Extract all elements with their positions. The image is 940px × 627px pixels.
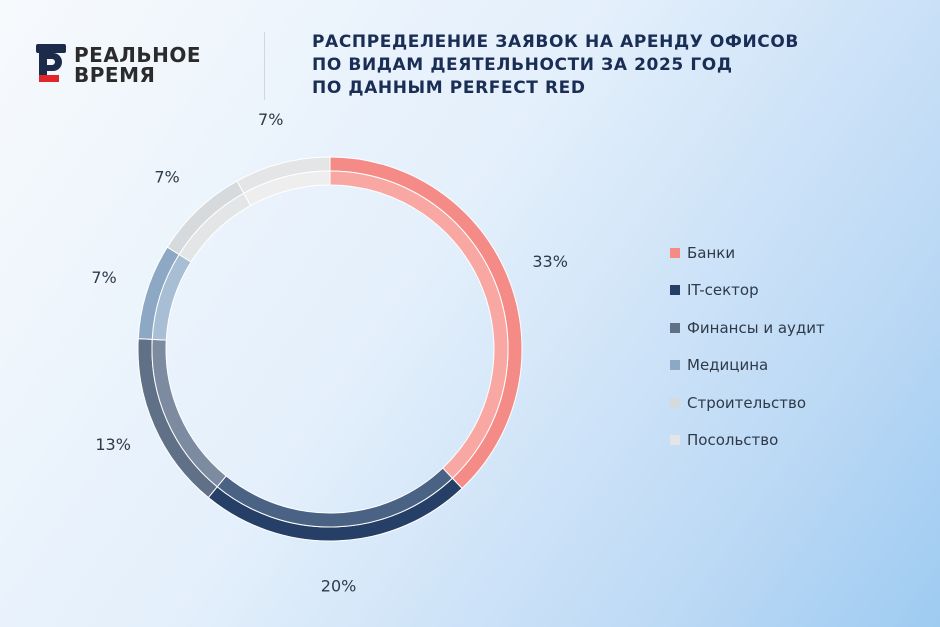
legend-label: IT-сектор — [687, 281, 759, 300]
chart-legend: Банки IT-сектор Финансы и аудит Медицина Стр… — [670, 243, 825, 469]
legend-swatch — [670, 247, 680, 258]
logo-r-icon — [36, 44, 66, 82]
header-divider — [264, 32, 265, 100]
legend-label: Строительство — [687, 393, 807, 412]
legend-swatch — [670, 285, 680, 296]
donut-slice-5 — [166, 180, 252, 263]
legend-item-6: Посольство — [670, 431, 825, 450]
title-line-3: ПО ДАННЫМ PERFECT RED — [312, 78, 586, 98]
brand-name: РЕАЛЬНОЕ ВРЕМЯ — [74, 45, 201, 85]
donut-slice-6 — [236, 156, 331, 207]
legend-swatch — [670, 435, 680, 446]
donut-slice-inner-band — [243, 170, 331, 207]
legend-swatch — [670, 397, 680, 408]
legend-item-5: Строительство — [670, 393, 825, 412]
legend-item-3: Финансы и аудит — [670, 318, 825, 337]
donut-slice-4 — [137, 246, 192, 341]
chart-title: РАСПРЕДЕЛЕНИЕ ЗАЯВОК НА АРЕНДУ ОФИСОВ ПО… — [312, 31, 912, 100]
donut-slice-2 — [207, 467, 463, 542]
legend-swatch — [670, 360, 680, 371]
legend-swatch — [670, 322, 680, 333]
legend-item-2: IT-сектор — [670, 281, 825, 300]
brand-line2: ВРЕМЯ — [74, 63, 156, 87]
legend-label: Посольство — [687, 431, 779, 450]
data-label-1: 33% — [532, 252, 568, 271]
title-line-2: ПО ВИДАМ ДЕЯТЕЛЬНОСТИ ЗА 2025 ГОД — [312, 55, 733, 75]
data-label-6: 7% — [258, 110, 283, 129]
donut-slice-1 — [329, 156, 523, 490]
legend-label: Финансы и аудит — [687, 318, 825, 337]
brand-logo: РЕАЛЬНОЕ ВРЕМЯ — [36, 44, 201, 86]
legend-label: Банки — [687, 243, 736, 262]
brand-line1: РЕАЛЬНОЕ — [74, 43, 202, 67]
donut-slice-inner-band — [329, 170, 509, 479]
donut-slice-3 — [137, 338, 227, 499]
legend-item-1: Банки — [670, 243, 825, 262]
data-label-4: 7% — [91, 268, 116, 287]
data-label-2: 20% — [321, 576, 357, 595]
data-label-5: 7% — [154, 167, 179, 186]
legend-item-4: Медицина — [670, 356, 825, 375]
data-label-3: 13% — [95, 435, 131, 454]
legend-label: Медицина — [687, 356, 769, 375]
title-line-1: РАСПРЕДЕЛЕНИЕ ЗАЯВОК НА АРЕНДУ ОФИСОВ — [312, 32, 799, 52]
